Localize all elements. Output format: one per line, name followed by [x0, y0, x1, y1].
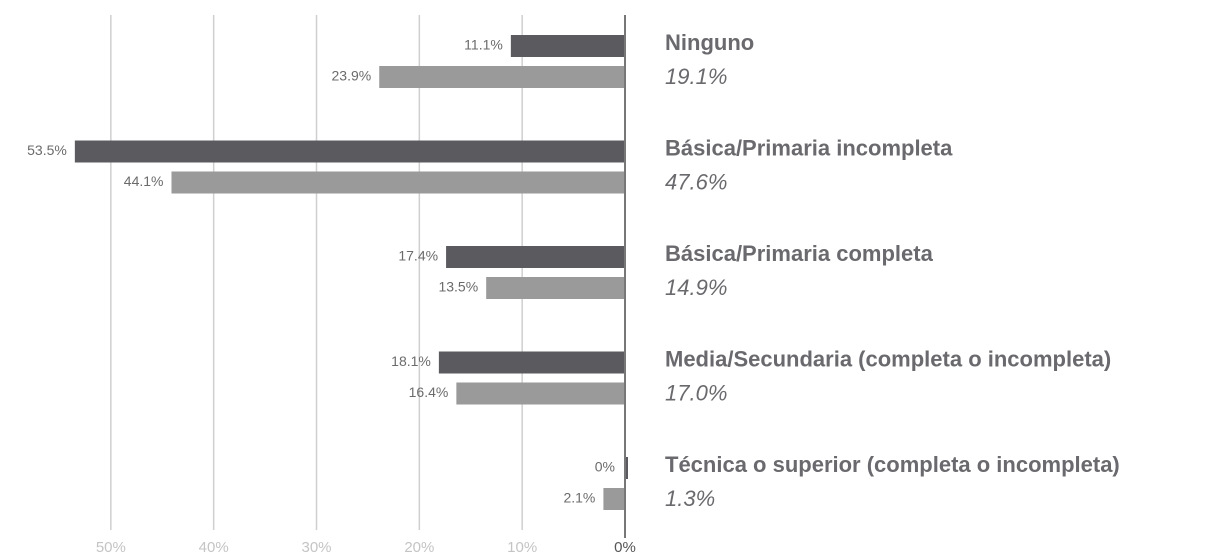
value-label: 0% — [595, 459, 615, 475]
value-label: 53.5% — [27, 142, 67, 158]
value-label: 16.4% — [409, 384, 449, 400]
category-label: Básica/Primaria incompleta — [665, 135, 953, 160]
x-tick-label: 0% — [614, 539, 636, 556]
total-label: 14.9% — [665, 275, 727, 300]
x-tick-label: 50% — [96, 539, 126, 556]
bar — [171, 171, 625, 194]
bar — [74, 140, 625, 163]
x-tick-label: 40% — [199, 539, 229, 556]
bar — [625, 457, 628, 479]
total-label: 17.0% — [665, 380, 727, 405]
bar — [456, 382, 625, 405]
category-label: Técnica o superior (completa o incomplet… — [665, 452, 1120, 477]
value-label: 13.5% — [438, 279, 478, 295]
bar — [379, 66, 625, 88]
value-label: 23.9% — [332, 68, 372, 84]
value-label: 17.4% — [398, 248, 438, 264]
category-label: Media/Secundaria (completa o incompleta) — [665, 346, 1111, 371]
value-label: 2.1% — [563, 490, 595, 506]
bar — [486, 277, 625, 299]
value-label: 11.1% — [464, 37, 503, 53]
total-label: 47.6% — [665, 169, 727, 194]
category-label: Básica/Primaria completa — [665, 241, 934, 266]
total-label: 1.3% — [665, 486, 715, 511]
value-label: 18.1% — [391, 353, 431, 369]
bar — [446, 246, 625, 268]
bar — [438, 351, 625, 374]
category-label: Ninguno — [665, 30, 754, 55]
bar — [510, 35, 625, 57]
value-label: 44.1% — [124, 173, 164, 189]
total-label: 19.1% — [665, 64, 727, 89]
x-tick-label: 30% — [301, 539, 331, 556]
x-tick-label: 20% — [404, 539, 434, 556]
x-tick-label: 10% — [507, 539, 537, 556]
bar — [603, 488, 625, 510]
